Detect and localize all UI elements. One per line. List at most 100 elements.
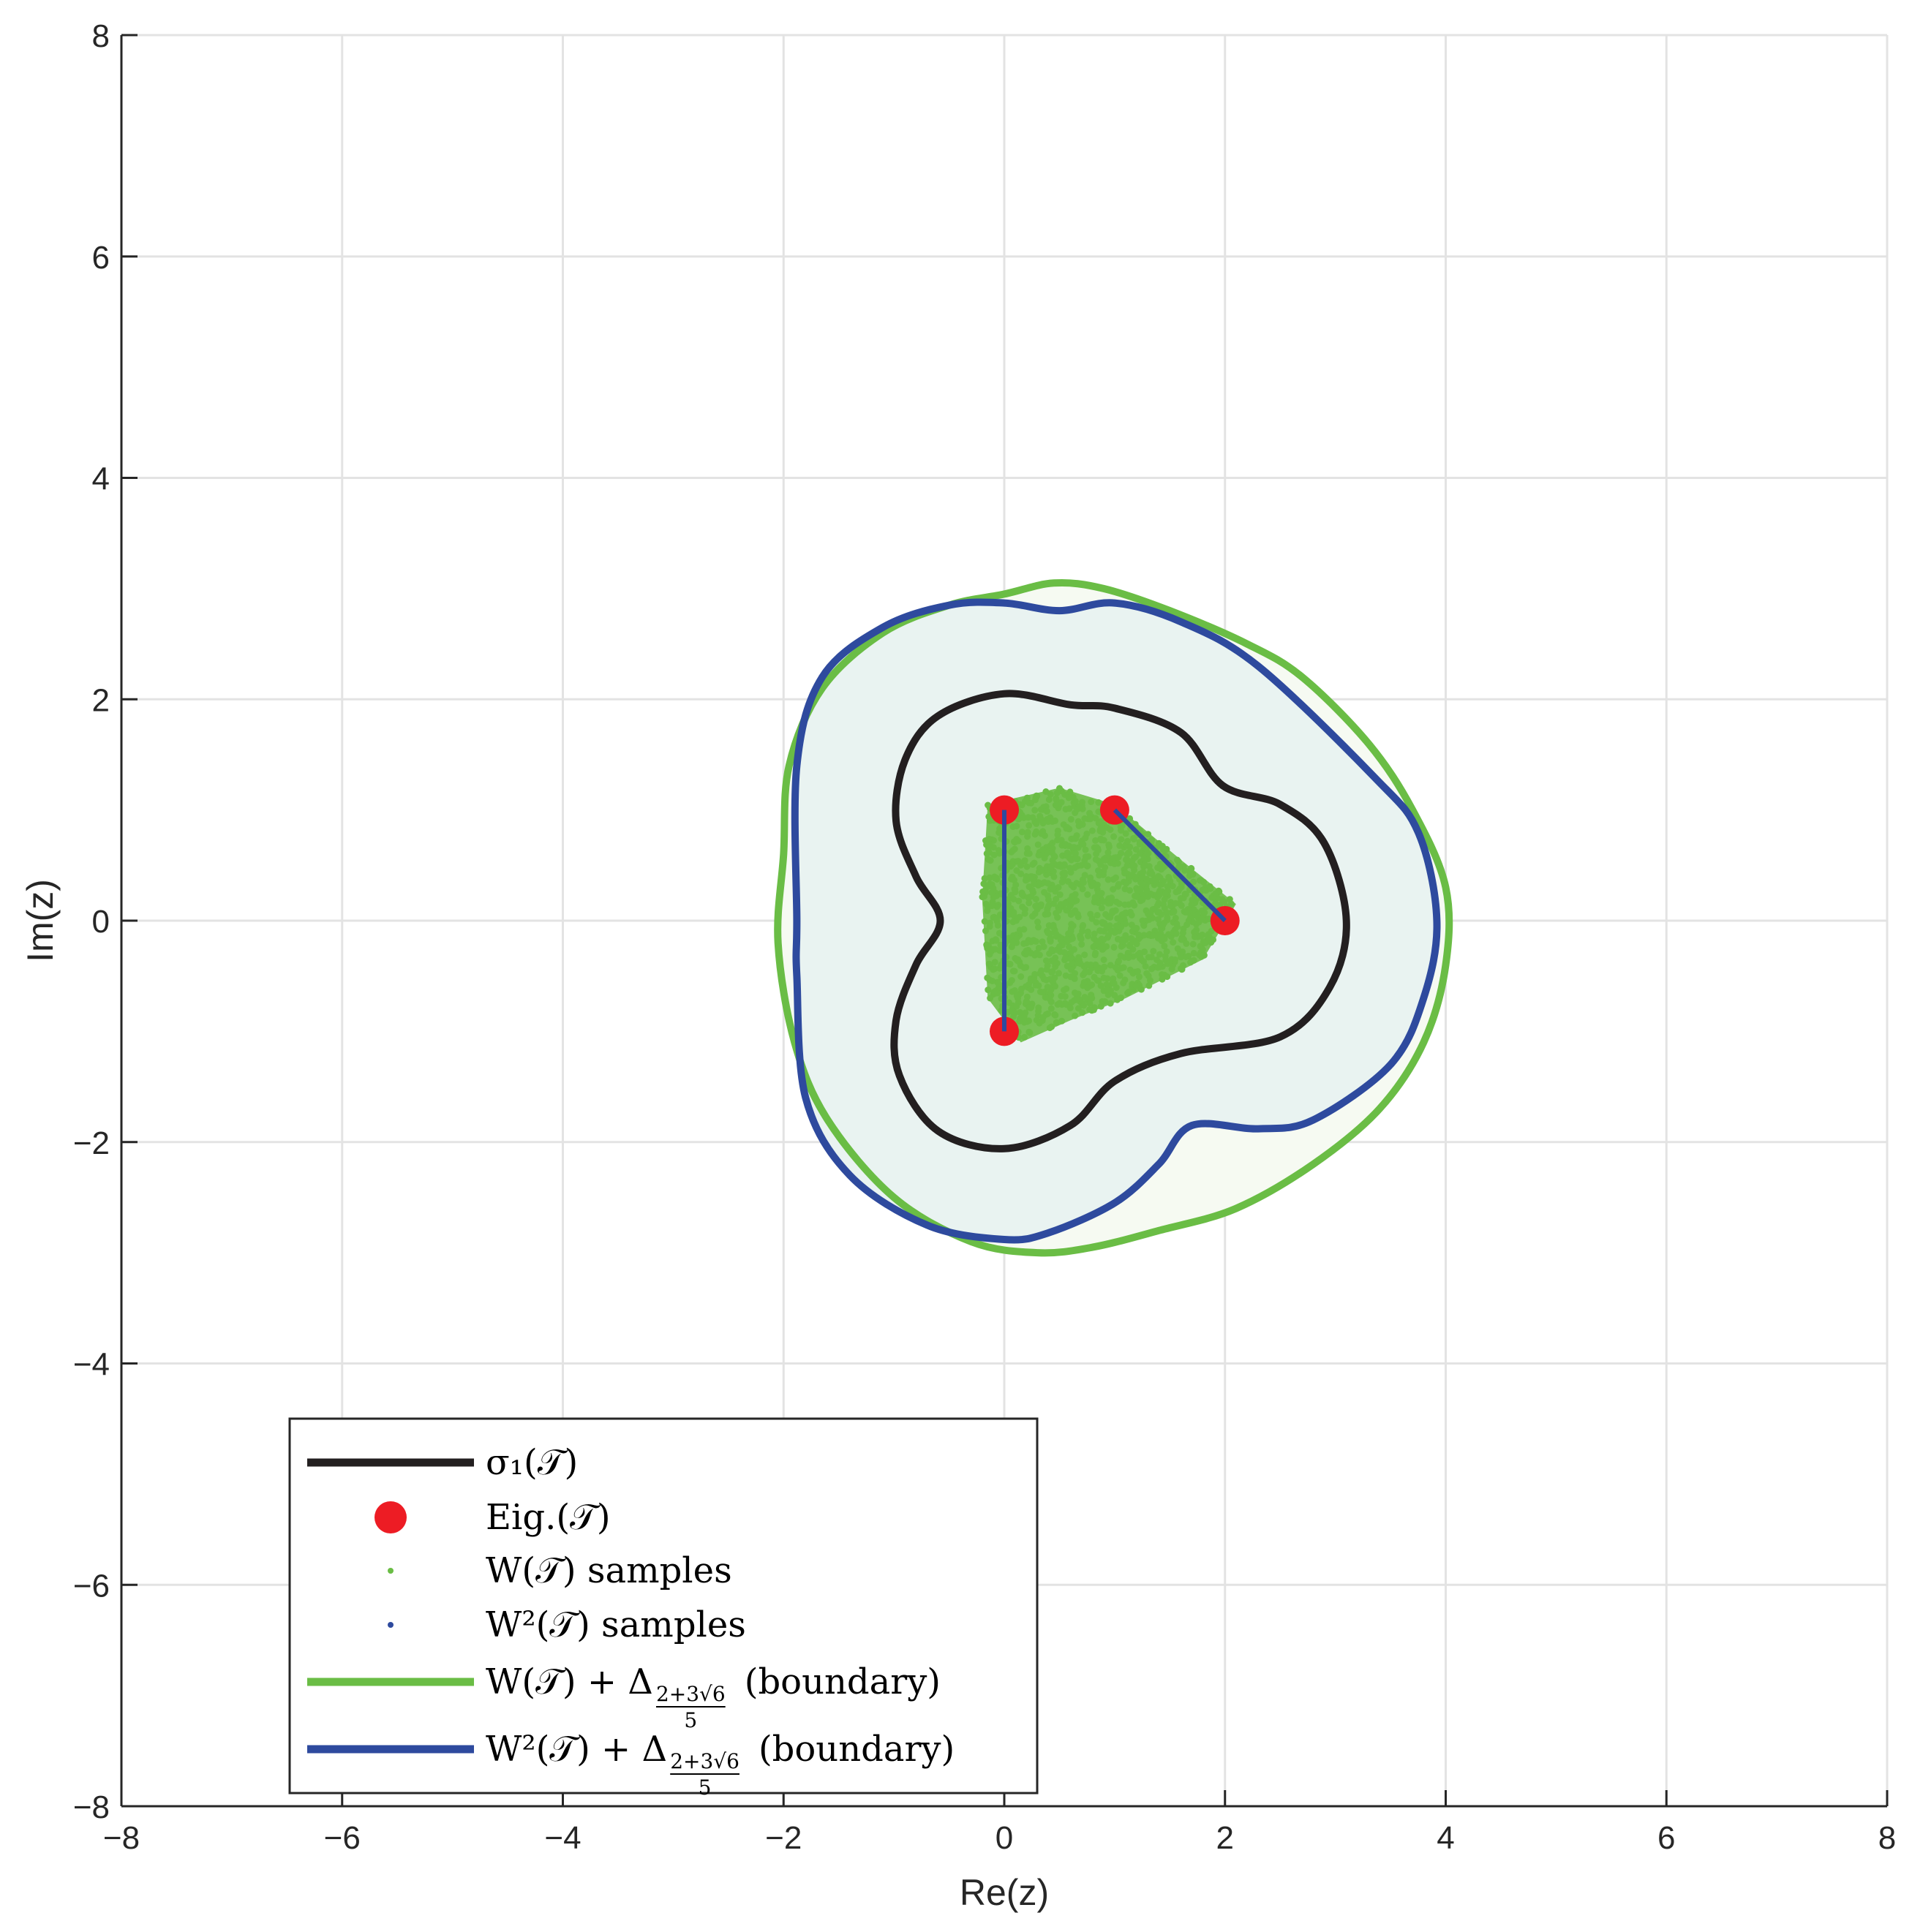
legend-label: W²(𝒯) + Δ <box>486 1729 667 1770</box>
w-sample-point <box>1072 970 1078 977</box>
w-sample-point <box>1058 878 1066 886</box>
w-sample-point <box>1031 970 1039 978</box>
w-sample-point <box>1033 949 1040 956</box>
w-sample-point <box>985 813 993 820</box>
w-sample-point <box>1056 943 1063 950</box>
w-sample-point <box>1205 931 1212 938</box>
w-sample-point <box>1069 935 1076 943</box>
w-sample-point <box>1123 880 1130 887</box>
w-sample-point <box>1013 823 1020 830</box>
legend-item: σ₁(𝒯) <box>307 1442 578 1483</box>
y-tick-label: 8 <box>92 18 110 54</box>
w-sample-point <box>1072 855 1080 862</box>
w-sample-point <box>1020 1019 1028 1026</box>
w-sample-point <box>1114 935 1121 943</box>
w-sample-point <box>990 885 997 892</box>
w-sample-point <box>1021 1033 1028 1041</box>
legend-item: W²(𝒯) + Δ 2+3√6 5 (boundary) <box>307 1729 955 1800</box>
w-sample-point <box>1081 994 1088 1001</box>
w-sample-point <box>1013 1003 1020 1010</box>
w-sample-point <box>1047 1005 1055 1012</box>
w-sample-point <box>1190 878 1197 886</box>
w-sample-point <box>1130 836 1137 843</box>
w-sample-point <box>1140 932 1148 939</box>
w-sample-point <box>1034 918 1041 926</box>
y-tick-label: −8 <box>73 1789 110 1825</box>
w-sample-point <box>1053 930 1060 937</box>
w-sample-point <box>985 904 992 911</box>
w-sample-point <box>1159 921 1167 929</box>
w-sample-point <box>1061 948 1068 956</box>
axes: −8 −6 −4 −2 0 2 4 6 8 −8 −6 −4 −2 0 2 4 6 8 <box>73 18 1896 1856</box>
w-sample-point <box>986 976 993 984</box>
w-sample-point <box>1025 850 1033 857</box>
w-sample-point <box>1022 798 1028 805</box>
w-sample-point <box>1066 864 1074 872</box>
legend-label: W(𝒯) samples <box>486 1550 732 1591</box>
w-sample-point <box>1132 939 1140 946</box>
w-sample-point <box>1088 799 1095 805</box>
w-sample-point <box>990 989 998 996</box>
w-sample-point <box>1097 861 1104 868</box>
w-sample-point <box>1132 846 1140 853</box>
w-sample-point <box>1004 900 1012 907</box>
legend-item: Eig.(𝒯) <box>375 1497 611 1538</box>
w-sample-point <box>1045 880 1052 887</box>
w-sample-point <box>1208 939 1215 946</box>
w-sample-point <box>1086 810 1094 817</box>
w-sample-point <box>1140 958 1147 965</box>
w-sample-point <box>1024 830 1031 837</box>
w-sample-point <box>1038 867 1045 874</box>
w-sample-point <box>1077 935 1085 943</box>
w-sample-point <box>1174 945 1181 952</box>
w-sample-point <box>1107 826 1114 833</box>
w-sample-point <box>1037 902 1045 910</box>
w-sample-point <box>1070 835 1077 842</box>
w-sample-point <box>1103 986 1110 993</box>
w-sample-point <box>1116 972 1124 979</box>
w-sample-point <box>1163 948 1170 955</box>
x-tick-label: 6 <box>1657 1820 1675 1856</box>
w-sample-point <box>1048 946 1055 954</box>
w-sample-point <box>1150 948 1157 955</box>
w-sample-point <box>1202 939 1209 946</box>
w-sample-point <box>1018 891 1025 898</box>
w-sample-point <box>1080 1002 1088 1009</box>
legend-subscript-numerator: 2+3√6 <box>670 1749 739 1773</box>
w-sample-point <box>1078 940 1085 948</box>
w-sample-point <box>1128 935 1135 942</box>
w-boundary-curve <box>774 579 1453 1257</box>
legend-label: σ₁(𝒯) <box>486 1442 578 1483</box>
w-sample-point <box>1124 837 1131 845</box>
w-sample-point <box>986 923 993 930</box>
w-sample-point <box>1118 924 1124 931</box>
w-sample-point <box>1200 951 1208 959</box>
w-sample-point <box>1069 844 1077 851</box>
w-sample-point <box>1087 961 1094 968</box>
w-sample-point <box>1167 902 1174 910</box>
w-sample-point <box>1022 1009 1029 1016</box>
w-sample-point <box>1093 918 1100 926</box>
w-sample-point <box>1005 935 1012 942</box>
w-sample-point <box>1178 954 1184 961</box>
w-sample-point <box>1064 849 1071 856</box>
w-sample-point <box>1045 796 1053 803</box>
w-sample-point <box>995 847 1002 854</box>
w-sample-point <box>1098 905 1105 912</box>
w-sample-point <box>1092 837 1099 844</box>
w-sample-point <box>1012 886 1019 894</box>
w-sample-point <box>1021 910 1028 917</box>
w-sample-point <box>1174 856 1181 864</box>
w-sample-point <box>1074 910 1081 918</box>
w-sample-point <box>1173 888 1180 896</box>
x-tick-label: 4 <box>1437 1820 1454 1856</box>
w-sample-point <box>1140 856 1148 863</box>
x-axis-label: Re(z) <box>960 1872 1049 1913</box>
y-tick-label: −2 <box>73 1125 110 1161</box>
w-sample-point <box>1083 830 1091 837</box>
w-sample-point <box>1118 965 1125 972</box>
w-sample-point <box>1082 968 1089 976</box>
w-sample-point <box>1165 874 1173 880</box>
w-sample-point <box>1072 864 1079 871</box>
